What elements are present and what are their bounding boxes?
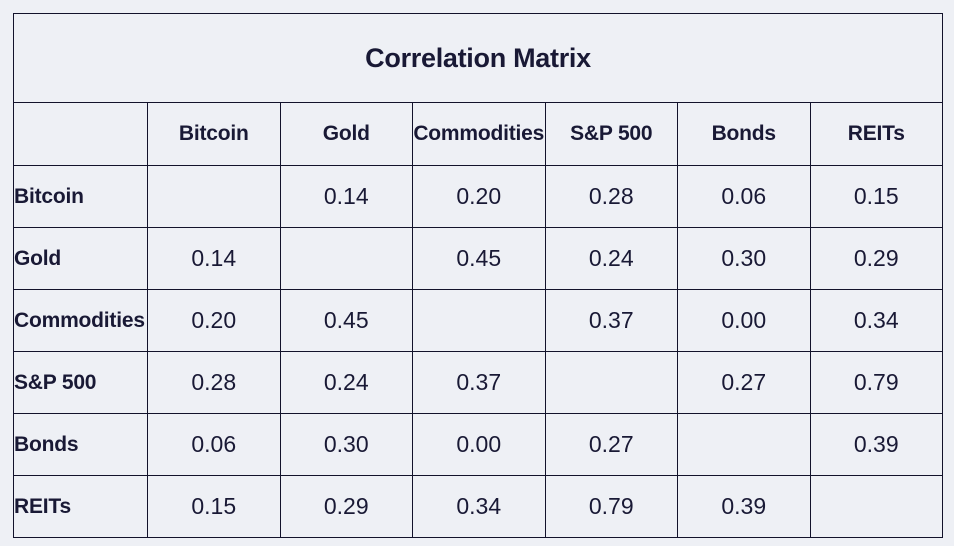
row-label-reits: REITs xyxy=(13,475,148,538)
matrix-cell xyxy=(809,475,943,538)
matrix-cell: 0.15 xyxy=(809,165,943,228)
row-label-commodities: Commodities xyxy=(13,289,148,352)
matrix-cell xyxy=(147,165,281,228)
matrix-cell: 0.06 xyxy=(147,413,281,476)
col-header-gold: Gold xyxy=(279,102,413,166)
matrix-cell: 0.20 xyxy=(147,289,281,352)
matrix-cell: 0.28 xyxy=(147,351,281,414)
col-header-sp500: S&P 500 xyxy=(544,102,678,166)
matrix-cell: 0.14 xyxy=(279,165,413,228)
matrix-cell: 0.37 xyxy=(544,289,678,352)
table-row-reits: REITs 0.15 0.29 0.34 0.79 0.39 xyxy=(13,475,943,538)
col-header-bonds: Bonds xyxy=(677,102,811,166)
col-header-bitcoin: Bitcoin xyxy=(147,102,281,166)
row-label-bonds: Bonds xyxy=(13,413,148,476)
matrix-cell: 0.30 xyxy=(279,413,413,476)
matrix-cell: 0.27 xyxy=(677,351,811,414)
matrix-cell: 0.20 xyxy=(412,165,546,228)
table-row-bonds: Bonds 0.06 0.30 0.00 0.27 0.39 xyxy=(13,413,943,476)
matrix-cell xyxy=(544,351,678,414)
corner-cell xyxy=(13,102,148,166)
table-row-bitcoin: Bitcoin 0.14 0.20 0.28 0.06 0.15 xyxy=(13,165,943,228)
title-row: Correlation Matrix xyxy=(13,13,943,103)
chart-title: Correlation Matrix xyxy=(13,13,943,103)
matrix-cell: 0.00 xyxy=(677,289,811,352)
matrix-cell: 0.45 xyxy=(412,227,546,290)
matrix-cell: 0.00 xyxy=(412,413,546,476)
table-row-sp500: S&P 500 0.28 0.24 0.37 0.27 0.79 xyxy=(13,351,943,414)
matrix-cell: 0.29 xyxy=(279,475,413,538)
matrix-cell: 0.39 xyxy=(677,475,811,538)
matrix-cell: 0.06 xyxy=(677,165,811,228)
row-label-bitcoin: Bitcoin xyxy=(13,165,148,228)
matrix-cell xyxy=(412,289,546,352)
matrix-cell: 0.15 xyxy=(147,475,281,538)
matrix-cell: 0.24 xyxy=(279,351,413,414)
row-label-gold: Gold xyxy=(13,227,148,290)
matrix-cell: 0.79 xyxy=(544,475,678,538)
matrix-cell: 0.14 xyxy=(147,227,281,290)
row-label-sp500: S&P 500 xyxy=(13,351,148,414)
matrix-cell: 0.34 xyxy=(809,289,943,352)
table-row-commodities: Commodities 0.20 0.45 0.37 0.00 0.34 xyxy=(13,289,943,352)
matrix-cell: 0.39 xyxy=(809,413,943,476)
matrix-cell: 0.37 xyxy=(412,351,546,414)
correlation-matrix-table: Correlation Matrix Bitcoin Gold Commodit… xyxy=(13,13,943,538)
matrix-cell: 0.27 xyxy=(544,413,678,476)
matrix-cell: 0.24 xyxy=(544,227,678,290)
col-header-commodities: Commodities xyxy=(412,102,546,166)
matrix-cell xyxy=(279,227,413,290)
matrix-cell: 0.34 xyxy=(412,475,546,538)
matrix-cell: 0.45 xyxy=(279,289,413,352)
matrix-cell xyxy=(677,413,811,476)
matrix-cell: 0.28 xyxy=(544,165,678,228)
col-header-reits: REITs xyxy=(809,102,943,166)
matrix-cell: 0.29 xyxy=(809,227,943,290)
header-row: Bitcoin Gold Commodities S&P 500 Bonds R… xyxy=(13,102,943,166)
table-row-gold: Gold 0.14 0.45 0.24 0.30 0.29 xyxy=(13,227,943,290)
matrix-cell: 0.30 xyxy=(677,227,811,290)
matrix-cell: 0.79 xyxy=(809,351,943,414)
